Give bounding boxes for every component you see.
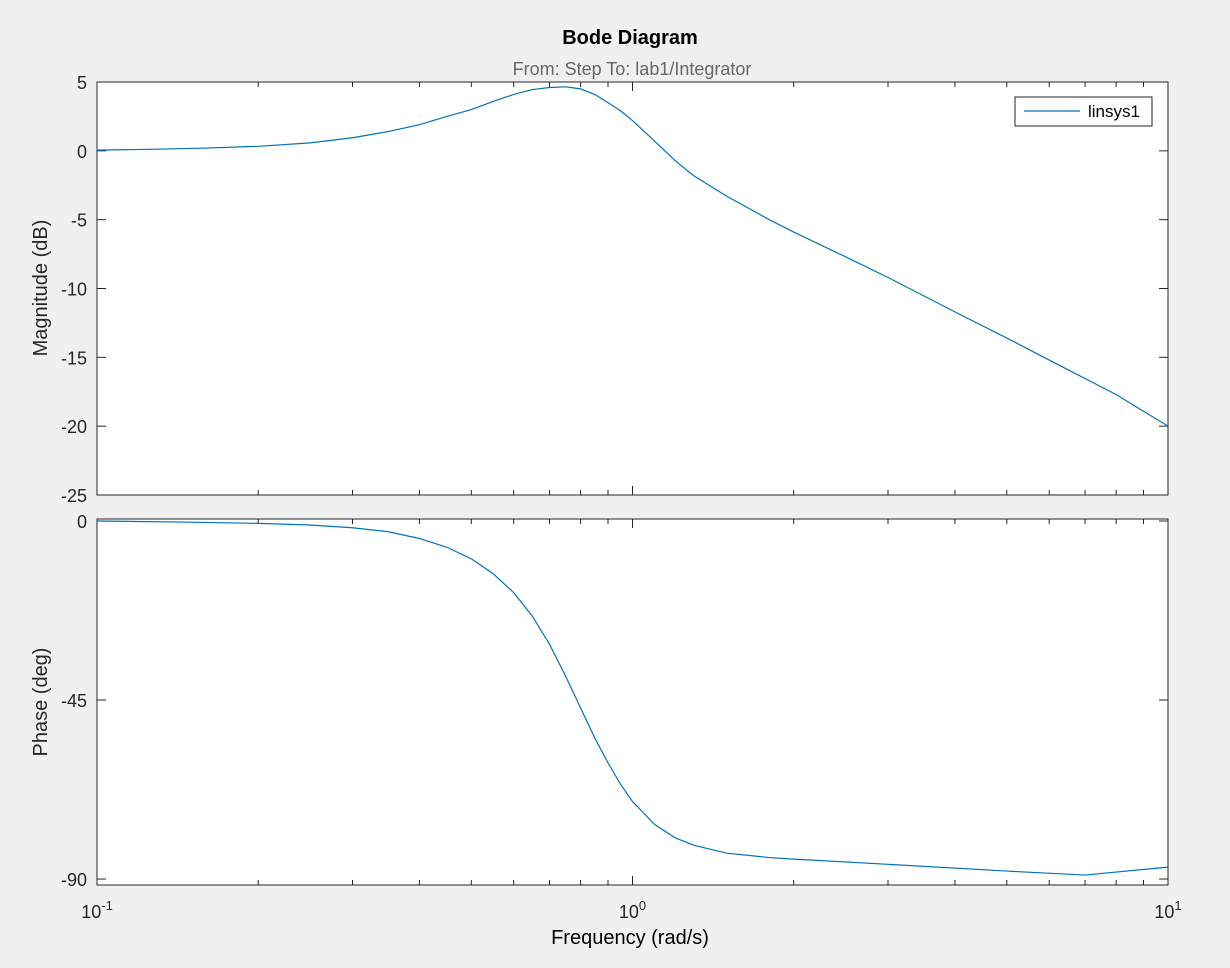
phase-series-line: [96, 520, 1169, 876]
x-tick-label: 100: [619, 898, 646, 922]
magnitude-ylabel: Magnitude (dB): [30, 220, 52, 357]
phase-ylabel: Phase (deg): [30, 648, 52, 757]
y-tick-label: -5: [71, 211, 87, 231]
x-tick-labels: 10-1 100 101: [81, 898, 1181, 922]
y-tick-label: -90: [61, 870, 87, 890]
y-tick-label: 5: [77, 73, 87, 93]
phase-axes-box: [96, 518, 1169, 886]
magnitude-panel: 5 0 -5 -10 -15 -20 -25 linsys1: [61, 73, 1169, 506]
magnitude-series-line: [96, 86, 1169, 427]
y-tick-label: -10: [61, 280, 87, 300]
y-tick-label: -25: [61, 486, 87, 506]
magnitude-axes-box: [96, 81, 1169, 496]
chart-subtitle: From: Step To: lab1/Integrator: [513, 59, 752, 79]
legend-entry-linsys1: linsys1: [1088, 102, 1140, 121]
y-tick-label: 0: [77, 512, 87, 532]
legend: linsys1: [1014, 96, 1153, 127]
y-tick-label: -15: [61, 348, 87, 368]
x-axis-label: Frequency (rad/s): [551, 927, 709, 949]
phase-panel: 0 -45 -90: [61, 512, 1169, 890]
phase-ticks: 0 -45 -90: [61, 512, 1169, 890]
chart-title: Bode Diagram: [562, 27, 698, 49]
y-tick-label: -45: [61, 691, 87, 711]
y-tick-label: 0: [77, 142, 87, 162]
magnitude-ticks: 5 0 -5 -10 -15 -20 -25: [61, 73, 1169, 506]
y-tick-label: -20: [61, 417, 87, 437]
x-tick-label: 10-1: [81, 898, 113, 922]
x-tick-label: 101: [1154, 898, 1181, 922]
